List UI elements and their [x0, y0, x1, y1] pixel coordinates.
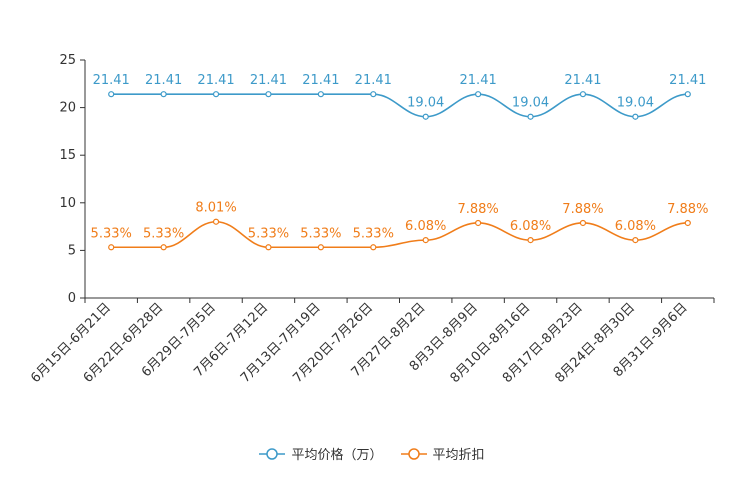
data-point[interactable] [265, 91, 272, 98]
data-label: 21.41 [355, 73, 392, 88]
data-label: 7.88% [457, 202, 498, 217]
legend: 平均价格（万） 平均折扣 [0, 444, 744, 463]
legend-marker-discount-icon [400, 447, 427, 460]
data-point[interactable] [160, 91, 167, 98]
data-label: 21.41 [197, 73, 234, 88]
data-label: 6.08% [405, 219, 446, 234]
data-point[interactable] [422, 113, 429, 120]
line-chart: 05101520256月15日-6月21日6月22日-6月28日6月29日-7月… [28, 53, 715, 386]
data-point[interactable] [475, 219, 482, 227]
data-point[interactable] [108, 244, 115, 251]
legend-label-price: 平均价格（万） [291, 448, 383, 463]
data-label: 19.04 [407, 96, 444, 111]
data-label: 6.08% [615, 219, 656, 234]
data-label: 21.41 [669, 73, 706, 88]
data-point[interactable] [579, 91, 587, 98]
data-label: 21.41 [302, 73, 339, 88]
data-label: 21.41 [145, 73, 182, 88]
data-label: 5.33% [143, 226, 184, 241]
data-point[interactable] [579, 219, 587, 227]
data-label: 21.41 [564, 73, 601, 88]
data-point[interactable] [370, 244, 377, 251]
data-point[interactable] [632, 113, 639, 120]
legend-label-discount: 平均折扣 [432, 448, 485, 463]
data-point[interactable] [684, 91, 691, 98]
data-point[interactable] [527, 237, 534, 244]
data-label: 8.01% [195, 201, 236, 216]
series-line-1 [111, 220, 688, 249]
data-point[interactable] [317, 91, 324, 98]
data-label: 5.33% [300, 226, 341, 241]
data-point[interactable] [108, 91, 115, 98]
data-label: 21.41 [460, 73, 497, 88]
y-tick-label: 0 [68, 291, 76, 306]
y-tick-label: 20 [59, 101, 76, 116]
y-tick-label: 10 [59, 196, 76, 211]
legend-item-price[interactable]: 平均价格（万） [259, 444, 383, 463]
data-label: 21.41 [250, 73, 287, 88]
data-point[interactable] [422, 237, 429, 244]
data-point[interactable] [212, 91, 220, 98]
data-point[interactable] [160, 244, 167, 251]
data-label: 7.88% [667, 202, 708, 217]
y-tick-label: 25 [59, 53, 76, 68]
data-label: 21.41 [93, 73, 130, 88]
data-label: 6.08% [510, 219, 551, 234]
data-point[interactable] [684, 219, 691, 227]
data-point[interactable] [265, 244, 272, 251]
y-tick-label: 15 [59, 148, 76, 163]
data-label: 5.33% [91, 226, 132, 241]
data-label: 5.33% [248, 226, 289, 241]
data-point[interactable] [527, 113, 534, 120]
data-label: 5.33% [353, 226, 394, 241]
data-point[interactable] [632, 237, 639, 244]
data-point[interactable] [317, 244, 324, 251]
data-point[interactable] [475, 91, 482, 98]
data-label: 7.88% [562, 202, 603, 217]
data-point[interactable] [370, 91, 377, 98]
legend-item-discount[interactable]: 平均折扣 [400, 444, 485, 463]
data-label: 19.04 [512, 96, 549, 111]
data-point[interactable] [212, 218, 220, 225]
data-label: 19.04 [617, 96, 654, 111]
legend-marker-price-icon [259, 447, 286, 460]
series-line-0 [111, 93, 688, 118]
y-tick-label: 5 [68, 243, 76, 258]
